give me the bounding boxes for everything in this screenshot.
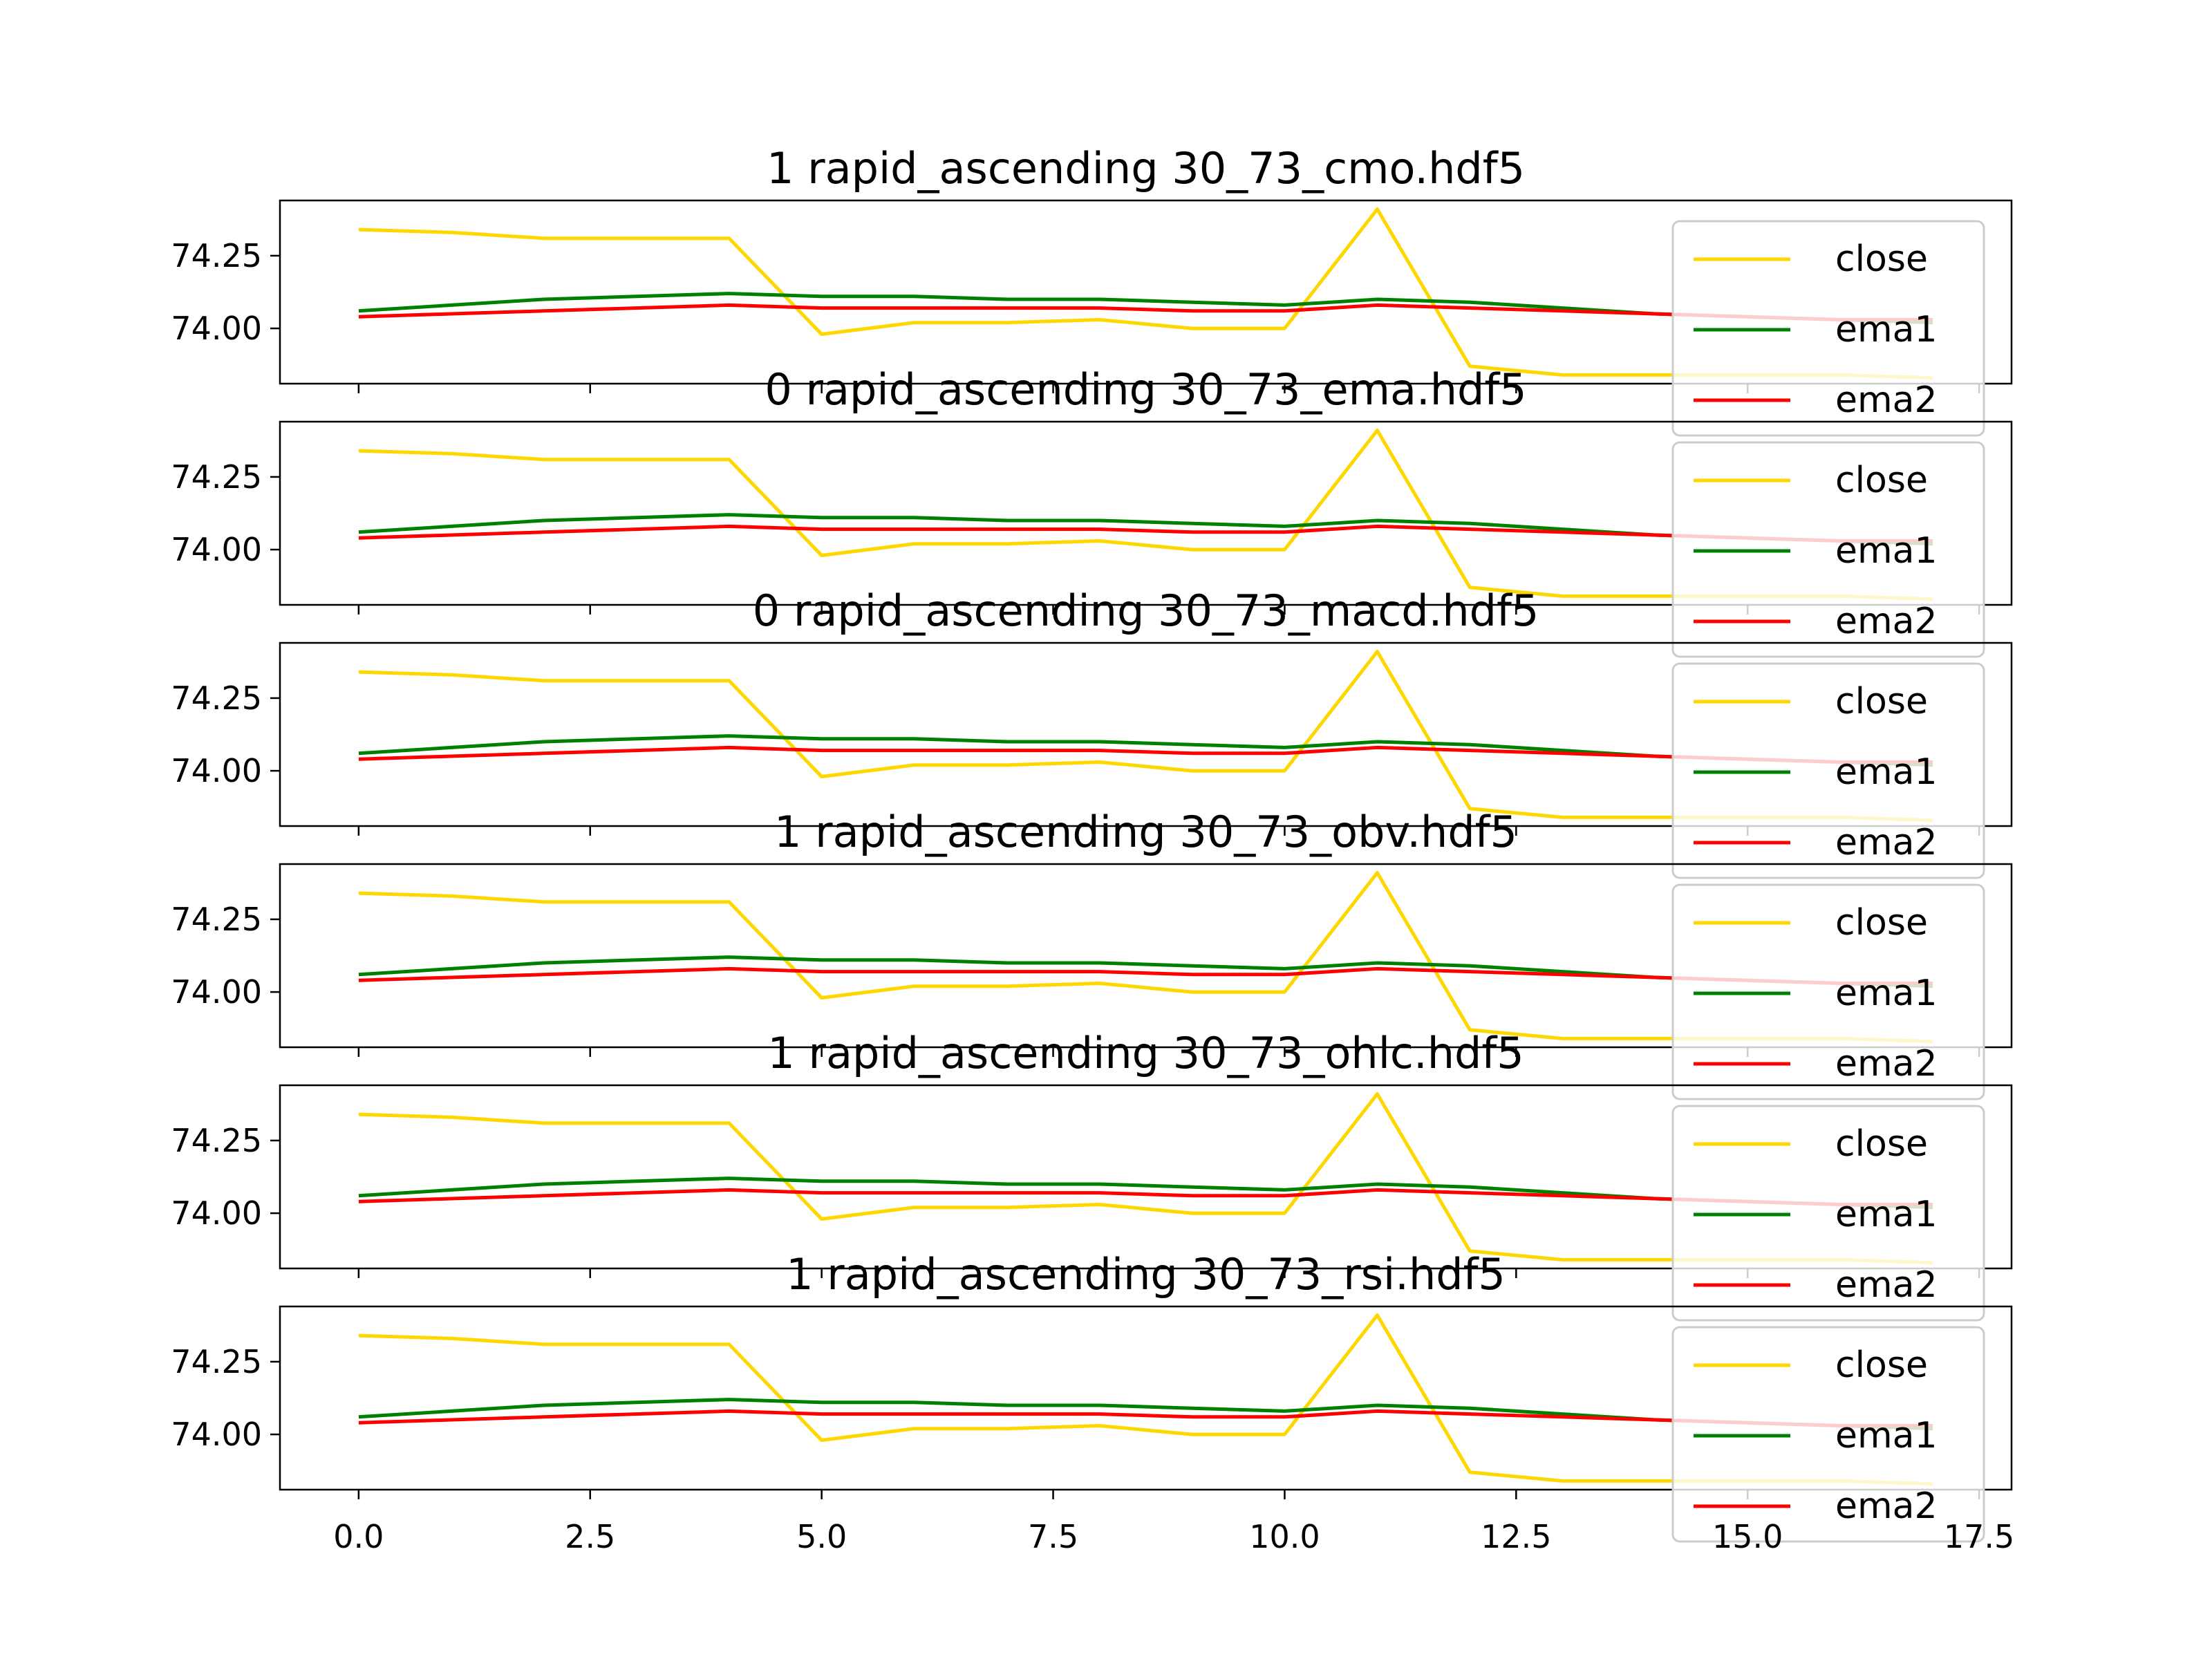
series-line-ema2 [358, 524, 1933, 543]
legend-label-close: close [1835, 681, 1928, 722]
legend: close ema1 ema2 [1671, 662, 1985, 879]
y-tick-label: 74.00 [171, 1194, 262, 1232]
legend-label-close: close [1835, 1123, 1928, 1165]
subplot-title: 0 rapid_ascending 30_73_ema.hdf5 [765, 364, 1526, 415]
x-tick-label: 7.5 [1028, 1518, 1078, 1555]
x-tick-label: 0.0 [333, 1518, 384, 1555]
legend-label-ema2: ema2 [1835, 379, 1938, 421]
x-tick-label: 5.0 [796, 1518, 847, 1555]
y-tick-label: 74.00 [171, 1416, 262, 1453]
series-line-close [358, 650, 1933, 823]
y-tick-label: 74.25 [171, 1343, 262, 1380]
y-tick-label: 74.25 [171, 1122, 262, 1159]
subplot-1: 74.00 74.25 close ema1 ema2 1 rapid_ascending… [171, 143, 2013, 437]
series-line-close [358, 1092, 1933, 1265]
legend-label-ema1: ema1 [1835, 1415, 1938, 1456]
legend-box [1671, 883, 1985, 1100]
series-line-ema2 [358, 745, 1933, 764]
subplot-5: 74.00 74.25 close ema1 ema2 1 rapid_ascending… [171, 1028, 2013, 1322]
x-tick-label: 17.5 [1944, 1518, 2014, 1555]
legend: close ema1 ema2 [1671, 441, 1985, 658]
legend: close ema1 ema2 [1671, 220, 1985, 437]
subplot-4: 74.00 74.25 close ema1 ema2 1 rapid_ascending… [171, 807, 2013, 1100]
legend-label-ema2: ema2 [1835, 1264, 1938, 1306]
x-tick-label: 2.5 [565, 1518, 615, 1555]
x-tick-label: 10.0 [1249, 1518, 1320, 1555]
legend: close ema1 ema2 [1671, 1105, 1985, 1322]
series-line-ema2 [358, 303, 1933, 321]
subplot-stack: 74.00 74.25 close ema1 ema2 1 rapid_ascending… [171, 143, 2014, 1555]
legend-box [1671, 1105, 1985, 1322]
legend-box [1671, 662, 1985, 879]
y-tick-label: 74.00 [171, 531, 262, 568]
series-line-close [358, 1313, 1933, 1486]
legend-label-ema1: ema1 [1835, 1194, 1938, 1235]
y-tick-label: 74.25 [171, 901, 262, 938]
series-line-ema2 [358, 1409, 1933, 1427]
y-tick-label: 74.00 [171, 973, 262, 1011]
subplot-title: 1 rapid_ascending 30_73_obv.hdf5 [774, 807, 1517, 857]
legend-box [1671, 441, 1985, 658]
subplot-3: 74.00 74.25 close ema1 ema2 0 rapid_ascending… [171, 585, 2013, 879]
axes-frame [279, 1084, 2013, 1270]
legend-label-ema2: ema2 [1835, 822, 1938, 863]
subplot-2: 74.00 74.25 close ema1 ema2 0 rapid_ascending… [171, 364, 2013, 658]
subplot-title: 1 rapid_ascending 30_73_ohlc.hdf5 [767, 1028, 1524, 1078]
series-line-close [358, 871, 1933, 1044]
axes-frame [279, 641, 2013, 827]
y-tick-label: 74.00 [171, 310, 262, 347]
axes-frame [279, 199, 2013, 385]
legend-label-ema1: ema1 [1835, 973, 1938, 1014]
legend-box [1671, 220, 1985, 437]
axes-frame [279, 420, 2013, 606]
legend-label-close: close [1835, 1344, 1928, 1386]
series-line-close [358, 207, 1933, 380]
series-line-ema2 [358, 966, 1933, 985]
x-tick-label: 15.0 [1712, 1518, 1783, 1555]
y-tick-label: 74.00 [171, 752, 262, 789]
legend-label-close: close [1835, 460, 1928, 501]
legend-label-ema2: ema2 [1835, 601, 1938, 642]
subplot-title: 1 rapid_ascending 30_73_rsi.hdf5 [786, 1249, 1506, 1300]
legend-label-ema1: ema1 [1835, 309, 1938, 350]
y-tick-label: 74.25 [171, 679, 262, 717]
series-line-ema2 [358, 1188, 1933, 1206]
series-line-close [358, 429, 1933, 601]
legend-label-close: close [1835, 902, 1928, 944]
legend-label-ema2: ema2 [1835, 1043, 1938, 1085]
legend-label-close: close [1835, 238, 1928, 280]
legend: close ema1 ema2 [1671, 1326, 1985, 1543]
y-tick-label: 74.25 [171, 458, 262, 496]
axes-frame [279, 863, 2013, 1049]
legend-label-ema1: ema1 [1835, 751, 1938, 793]
subplot-6: 74.00 74.25 close ema1 ema2 1 rapid_ascending… [171, 1249, 2014, 1555]
legend: close ema1 ema2 [1671, 883, 1985, 1100]
axes-frame [279, 1305, 2013, 1491]
subplot-title: 0 rapid_ascending 30_73_macd.hdf5 [753, 585, 1539, 636]
y-tick-label: 74.25 [171, 237, 262, 274]
legend-label-ema1: ema1 [1835, 530, 1938, 572]
legend-box [1671, 1326, 1985, 1543]
x-tick-label: 12.5 [1481, 1518, 1551, 1555]
legend-label-ema2: ema2 [1835, 1485, 1938, 1527]
subplot-title: 1 rapid_ascending 30_73_cmo.hdf5 [767, 143, 1525, 194]
